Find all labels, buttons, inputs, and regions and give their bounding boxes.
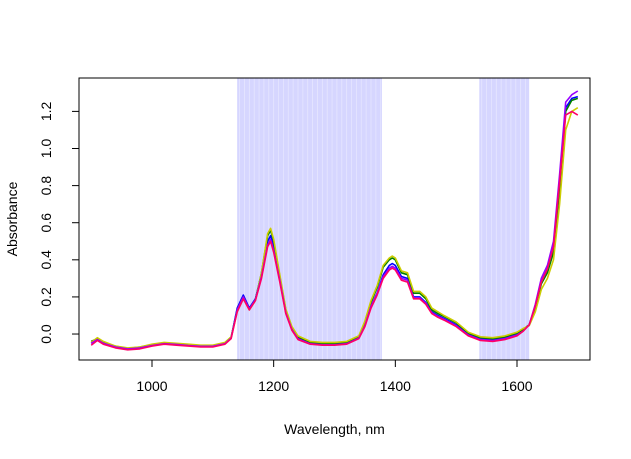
- x-axis: 1000 1200 1400 1600: [136, 359, 533, 394]
- series-line-spectrum-5: [90, 110, 579, 351]
- x-tick-label: 1400: [380, 378, 411, 394]
- highlight-regions: [237, 78, 530, 360]
- spectra-series: [90, 90, 579, 351]
- y-axis: 0.0 0.2 0.4 0.6 0.8 1.0 1.2: [38, 101, 80, 344]
- y-tick-label: 1.2: [38, 101, 54, 121]
- x-tick-label: 1600: [501, 378, 532, 394]
- series-line-spectrum-3: [90, 107, 579, 349]
- x-tick-label: 1200: [258, 378, 289, 394]
- y-tick-label: 1.0: [38, 139, 54, 159]
- highlight-region-1: [237, 78, 382, 360]
- y-axis-label: Absorbance: [4, 181, 20, 256]
- y-tick-label: 0.0: [38, 324, 54, 344]
- y-tick-label: 0.8: [38, 176, 54, 196]
- x-tick-label: 1000: [136, 378, 167, 394]
- y-tick-label: 0.4: [38, 250, 54, 270]
- y-tick-label: 0.6: [38, 213, 54, 233]
- x-axis-label: Wavelength, nm: [284, 421, 385, 437]
- y-tick-label: 0.2: [38, 287, 54, 307]
